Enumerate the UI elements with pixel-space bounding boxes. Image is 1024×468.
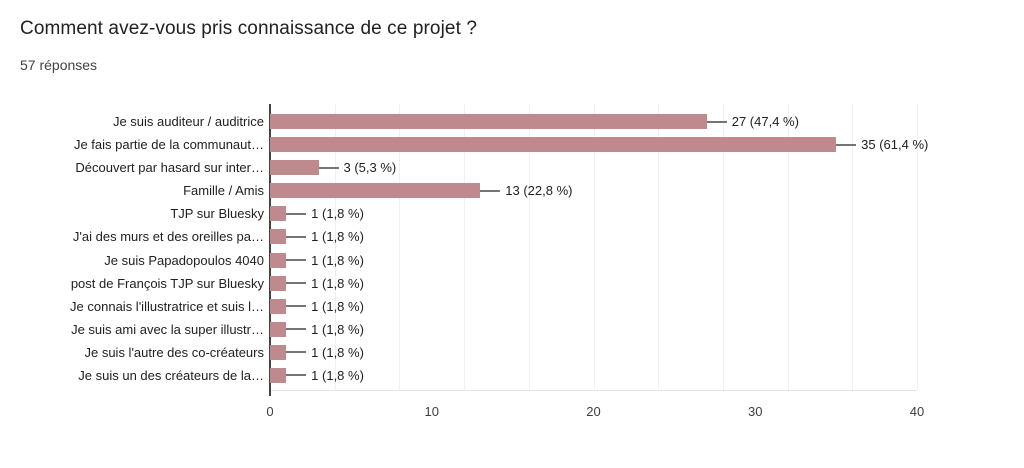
category-label: Je connais l'illustratrice et suis l… (70, 298, 264, 314)
x-tick-label: 10 (424, 404, 439, 419)
bar (270, 252, 287, 268)
value-connector-line (286, 305, 307, 308)
value-label: 1 (1,8 %) (311, 229, 364, 245)
x-gridline (787, 104, 789, 390)
question-title: Comment avez-vous pris connaissance de c… (20, 18, 478, 39)
category-label: Je fais partie de la communaut… (73, 137, 264, 153)
x-tick-label: 0 (266, 404, 274, 419)
bar (270, 229, 287, 245)
x-gridline (528, 104, 530, 390)
value-label: 35 (61,4 %) (861, 137, 929, 153)
x-tick-label: 40 (909, 404, 925, 419)
bar (270, 137, 837, 153)
value-connector-line (836, 143, 857, 146)
category-label: J'ai des murs et des oreilles pa… (72, 229, 264, 245)
bar (270, 160, 319, 176)
x-gridline (917, 104, 918, 390)
category-label: post de François TJP sur Bluesky (70, 275, 264, 291)
x-tick-label: 30 (748, 404, 763, 419)
category-label: Je suis l'autre des co-créateurs (84, 344, 264, 360)
value-connector-line (286, 374, 307, 377)
value-label: 1 (1,8 %) (311, 367, 364, 383)
value-connector-line (480, 189, 501, 192)
category-label: Je suis ami avec la super illustr… (71, 321, 264, 337)
x-gridline (658, 104, 660, 390)
value-connector-line (286, 235, 307, 238)
value-label: 1 (1,8 %) (311, 206, 364, 222)
value-label: 27 (47,4 %) (731, 114, 799, 130)
x-gridline (464, 104, 466, 390)
x-gridline (722, 104, 724, 390)
y-axis-line (269, 104, 271, 396)
value-label: 3 (5,3 %) (343, 160, 397, 176)
value-connector-line (286, 212, 307, 215)
value-connector-line (286, 259, 307, 262)
x-gridline (852, 104, 854, 390)
value-connector-line (318, 166, 339, 169)
x-tick-label: 20 (586, 404, 601, 419)
bar (270, 206, 287, 222)
category-label: Je suis un des créateurs de la… (78, 367, 264, 383)
bar (270, 114, 707, 130)
x-gridline (334, 104, 336, 390)
bar (270, 321, 287, 337)
bar (270, 367, 287, 383)
category-label: Je suis Papadopoulos 4040 (104, 252, 264, 268)
bar (270, 298, 287, 314)
category-label: Je suis auditeur / auditrice (112, 114, 264, 130)
value-connector-line (706, 120, 727, 123)
value-connector-line (286, 282, 307, 285)
value-label: 1 (1,8 %) (311, 252, 364, 268)
value-connector-line (286, 351, 307, 354)
x-gridline (593, 104, 595, 390)
category-label: Famille / Amis (183, 183, 264, 199)
category-label: Découvert par hasard sur inter… (75, 160, 264, 176)
value-label: 13 (22,8 %) (505, 183, 573, 199)
value-connector-line (286, 328, 307, 331)
bar (270, 344, 287, 360)
x-gridline (399, 104, 401, 390)
value-label: 1 (1,8 %) (311, 321, 364, 337)
bar (270, 275, 287, 291)
value-label: 1 (1,8 %) (311, 275, 364, 291)
bar (270, 183, 481, 199)
responses-count: 57 réponses (20, 57, 98, 73)
value-label: 1 (1,8 %) (311, 298, 364, 314)
value-label: 1 (1,8 %) (311, 344, 364, 360)
category-label: TJP sur Bluesky (170, 206, 264, 222)
x-axis-baseline (270, 390, 917, 391)
